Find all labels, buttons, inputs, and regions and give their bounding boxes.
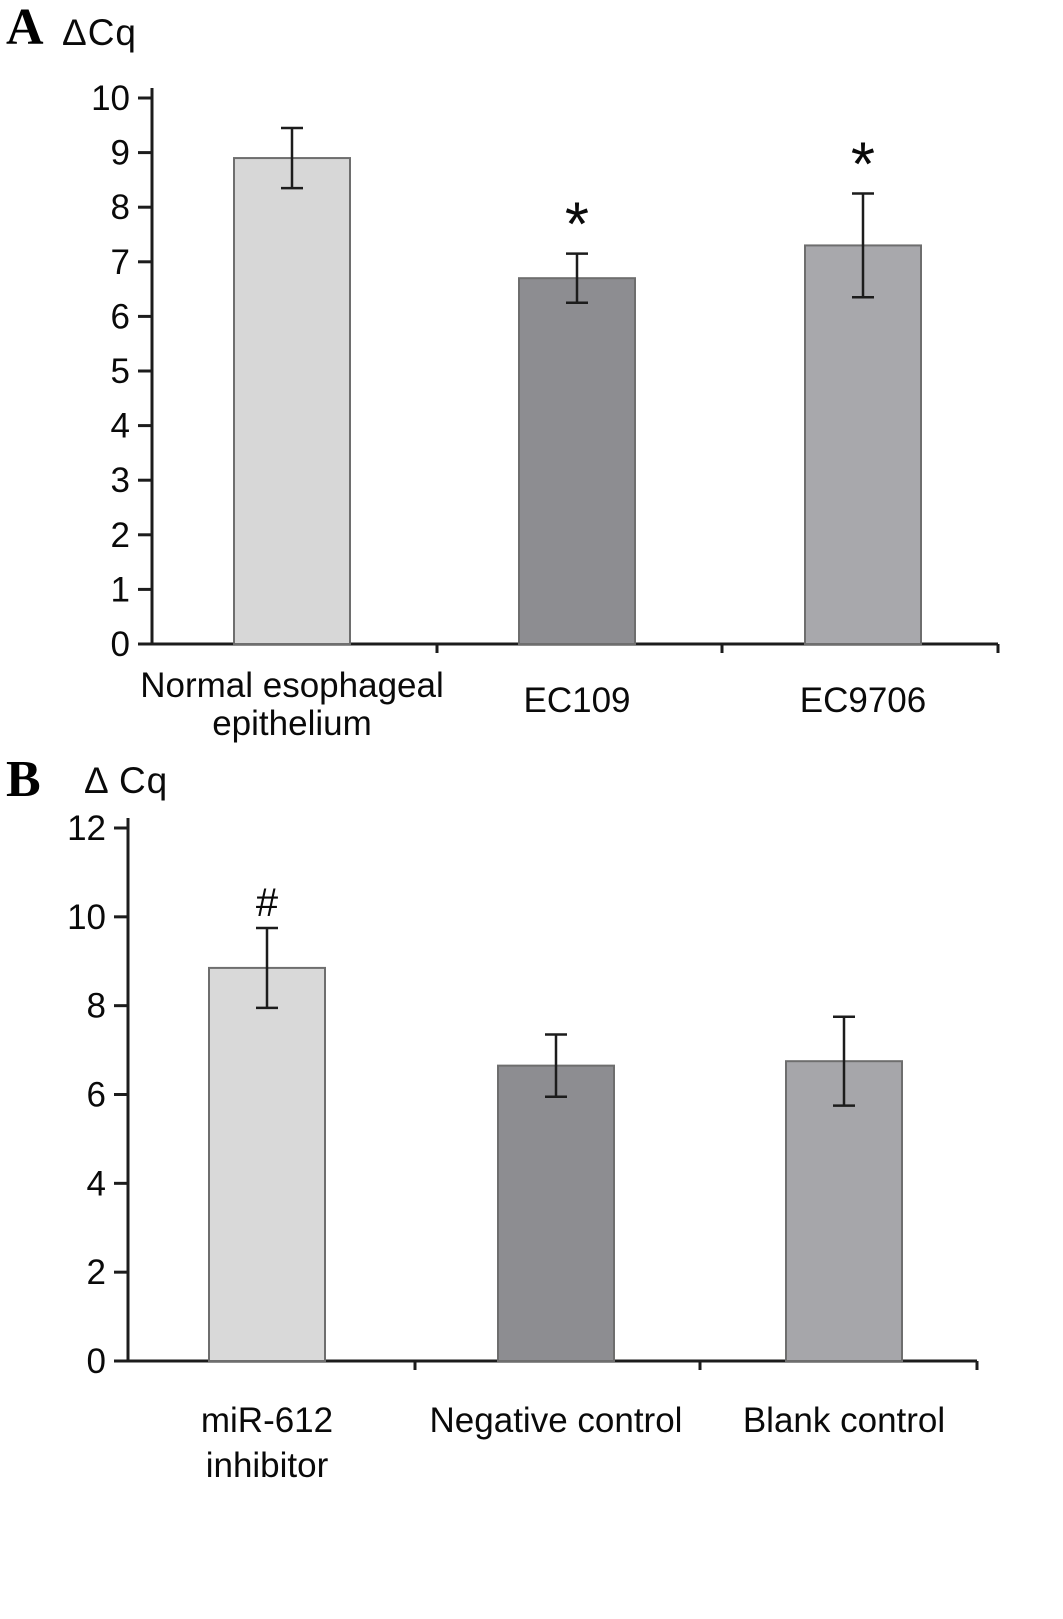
panel-a-y-axis-title: ΔCq: [62, 12, 138, 53]
category-label: miR-612 inhibitor: [201, 1401, 333, 1485]
y-tick-label: 8: [87, 987, 106, 1026]
panel-a-letter: A: [6, 0, 44, 56]
y-tick-label: 8: [111, 188, 130, 227]
panel-b-letter: B: [6, 751, 41, 808]
bar: [233, 157, 351, 645]
y-tick-label: 2: [111, 516, 130, 555]
bar: [497, 1064, 615, 1362]
category-label: Normal esophageal epithelium: [140, 666, 444, 743]
y-tick-label: 6: [87, 1076, 106, 1115]
y-tick-label: 2: [87, 1253, 106, 1292]
panel-a-bar-chart: 0 1 2 3 4 5 6 7 8 9 10 Normal esophageal epithelium *…: [91, 79, 1000, 743]
significance-marker: *: [565, 191, 589, 260]
y-tick-label: 0: [111, 625, 130, 664]
y-tick-label: 3: [111, 461, 130, 500]
y-tick-label: 10: [91, 79, 130, 118]
panel-b-bar-chart: 0 2 4 6 8 10 12 # miR-612 inhibitor Negative contr…: [67, 809, 979, 1485]
y-tick-label: 4: [111, 407, 130, 446]
y-tick-label: 6: [111, 297, 130, 336]
significance-marker: *: [851, 131, 875, 200]
y-tick-label: 9: [111, 134, 130, 173]
category-label: EC109: [523, 681, 630, 720]
category-label: Blank control: [743, 1401, 945, 1440]
bar: [208, 966, 326, 1362]
significance-marker: #: [256, 881, 279, 925]
y-tick-label: 1: [111, 570, 130, 609]
y-tick-label: 10: [67, 898, 106, 937]
category-label: Negative control: [430, 1401, 683, 1440]
category-label: EC9706: [800, 681, 926, 720]
y-tick-label: 4: [87, 1164, 106, 1203]
bar: [804, 244, 922, 645]
y-tick-label: 5: [111, 352, 130, 391]
bar: [518, 277, 636, 645]
y-tick-label: 7: [111, 243, 130, 282]
y-tick-label: 12: [67, 809, 106, 848]
y-tick-label: 0: [87, 1342, 106, 1381]
panel-b-y-axis-title: Δ Cq: [84, 760, 169, 801]
